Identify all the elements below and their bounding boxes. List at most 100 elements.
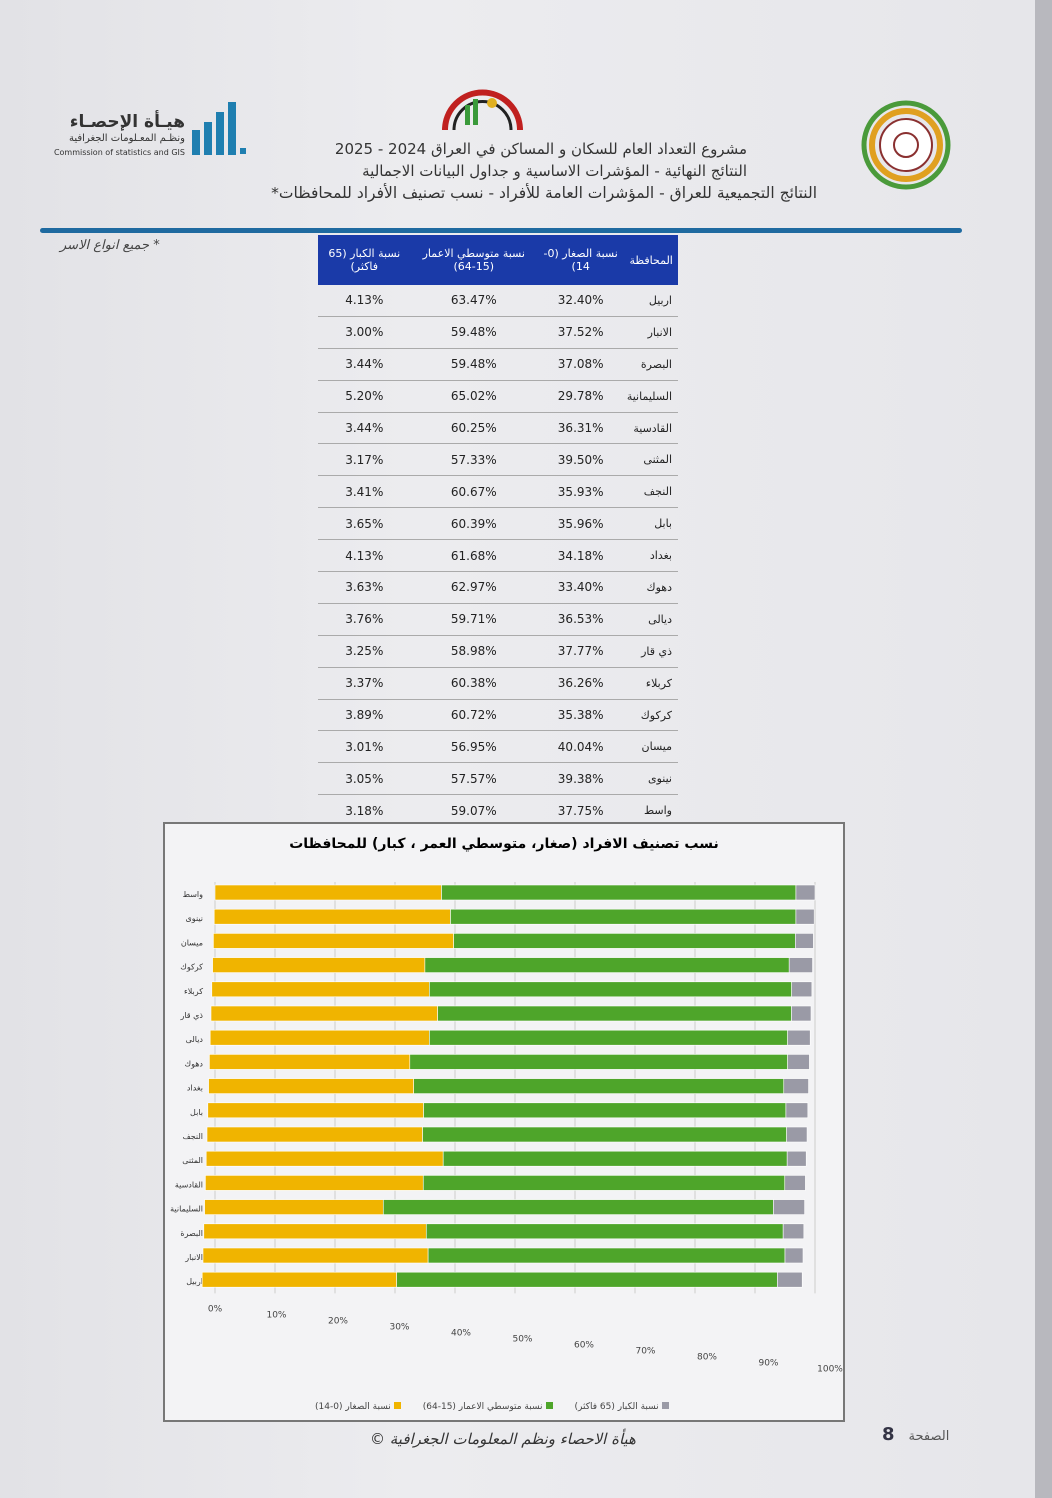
bar-segment-working-age [413,1078,785,1094]
bar-segment-working-age [429,981,792,998]
bar-segment-elderly [786,1126,808,1143]
y-tick-label: ميسان [181,938,203,947]
bar-segment-children [210,1005,438,1022]
bar-segment-elderly [785,1102,809,1119]
governorate-cell: دهوك [624,571,678,604]
bar-segment-children [214,884,442,901]
governorate-cell: النجف [624,475,678,509]
legend-working-age: نسبة متوسطي الاعمار (15-64) [423,1402,553,1412]
bar-segment-children [206,1126,423,1143]
bar-segment-elderly [795,933,814,949]
working-age-cell: 57.33% [410,443,538,477]
bar-segment-working-age [425,1223,784,1240]
working-age-cell: 57.57% [410,762,538,796]
bar-segment-working-age [453,933,796,949]
working-age-cell: 61.68% [410,539,538,573]
y-tick-label: بابل [190,1108,203,1117]
table-row: اربيل 32.40% 63.47% 4.13% [318,285,678,317]
children-cell: 36.53% [537,603,625,636]
governorate-cell: اربيل [624,285,678,317]
children-cell: 37.77% [537,635,625,668]
children-cell: 37.52% [537,316,625,349]
page-number: الصفحة8 [882,1424,950,1445]
x-tick-label: 20% [328,1316,348,1326]
table-row: ميسان 40.04% 56.95% 3.01% [318,730,678,764]
children-cell: 36.26% [537,667,625,700]
col-header-elderly: نسبة الكبار (65 فاكثر) [318,235,411,285]
y-tick-label: ذي قار [180,1011,204,1020]
children-cell: 35.96% [537,507,625,541]
governorate-cell: نينوى [624,762,678,796]
working-age-cell: 60.67% [410,475,538,509]
table-row: البصرة 37.08% 59.48% 3.44% [318,348,678,381]
y-tick-label: كركوك [180,963,203,972]
bar-segment-working-age [422,1126,787,1143]
elderly-cell: 3.44% [318,412,411,445]
governorate-cell: كركوك [624,699,678,732]
bar-segment-elderly [777,1271,803,1288]
elderly-cell: 3.76% [318,603,411,636]
elderly-cell: 4.13% [318,285,411,317]
y-tick-label: السليمانية [170,1205,203,1214]
governorate-cell: بابل [624,507,678,541]
elderly-cell: 3.00% [318,316,411,349]
title-line-1: مشروع التعداد العام للسكان و المساكن في … [334,140,747,158]
elderly-cell: 3.05% [318,762,411,796]
elderly-cell: 3.41% [318,475,411,509]
bar-segment-children [207,1102,424,1119]
bar-segment-elderly [795,908,815,925]
governorate-cell: كربلاء [624,667,678,700]
bar-segment-working-age [409,1054,788,1070]
elderly-cell: 3.01% [318,730,411,764]
children-cell: 36.31% [537,412,625,445]
elderly-cell: 3.63% [318,571,411,604]
bar-segment-children [209,1029,430,1046]
bar-segment-working-age [441,884,797,901]
bar-segment-children [208,1078,414,1094]
governorate-cell: ديالى [624,603,678,636]
children-cell: 29.78% [537,380,625,413]
y-tick-label: الانبار [184,1253,203,1262]
bar-segment-children [212,957,426,973]
y-tick-label: كربلاء [184,987,203,996]
x-tick-label: 80% [697,1352,717,1362]
table-row: القادسية 36.31% 60.25% 3.44% [318,412,678,445]
table-row: بغداد 34.18% 61.68% 4.13% [318,539,678,573]
y-tick-label: بغداد [187,1084,203,1093]
bar-segment-working-age [427,1247,786,1264]
bar-segment-children [211,981,430,998]
bar-segment-elderly [787,1054,810,1070]
y-tick-label: دهوك [184,1059,203,1068]
title-line-2: النتائج النهائية - المؤشرات الاساسية و ج… [362,162,747,180]
chart-box: نسب تصنيف الافراد (صغار، متوسطي العمر ، … [163,822,845,1422]
x-tick-label: 60% [574,1340,594,1350]
working-age-cell: 58.98% [410,635,538,668]
governorate-cell: البصرة [624,348,678,381]
table-row: ذي قار 37.77% 58.98% 3.25% [318,635,678,668]
bar-logo-icon [192,102,246,155]
bar-segment-children [213,908,451,925]
legend-elderly: نسبة الكبار (65 فاكثر) [575,1402,669,1412]
governorate-table: المحافظة نسبة الصغار (0-14) نسبة متوسطي … [318,235,678,861]
legend-swatch [393,1402,401,1409]
org-name-en: Commission of statistics and GIS [53,148,185,157]
bar-segment-elderly [782,1223,805,1240]
x-tick-label: 90% [758,1358,778,1368]
x-tick-label: 10% [266,1310,286,1320]
legend-swatch [545,1402,553,1409]
bar-segment-working-age [396,1271,778,1288]
stacked-bar-chart: 0% 10% 20% 30% 40% 50% 60% 70% 80% 90% 100% واسط نين… [170,882,843,1374]
col-header-working-age: نسبة متوسطي الاعمار (15-64) [410,235,538,285]
elderly-cell: 3.17% [318,443,411,477]
y-tick-label: البصرة [180,1229,203,1238]
page-edge [1035,0,1052,1498]
bar-segment-elderly [787,1029,811,1046]
y-tick-label: ديالى [186,1035,204,1044]
footer-copyright: هيأة الاحصاء ونظم المعلومات الجغرافية © [370,1430,636,1448]
table-row: نينوى 39.38% 57.57% 3.05% [318,762,678,796]
y-tick-label: نينوى [186,914,203,923]
table-row: النجف 35.93% 60.67% 3.41% [318,475,678,509]
bar-segment-children [209,1054,411,1070]
working-age-cell: 63.47% [410,285,538,317]
